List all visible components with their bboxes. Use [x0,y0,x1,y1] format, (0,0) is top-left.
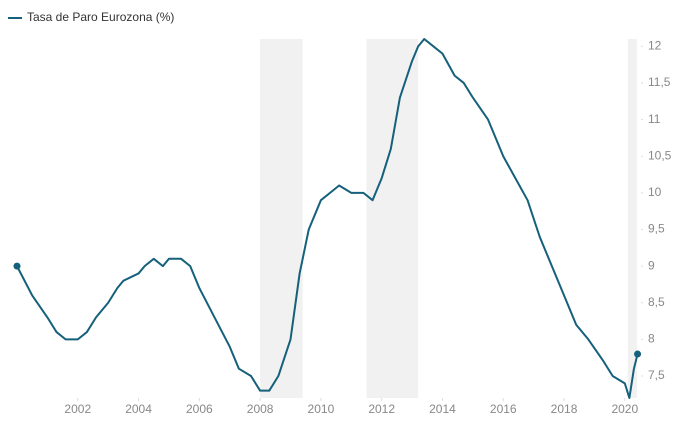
y-tick-label: 11,5 [648,75,671,89]
y-tick-label: 9 [648,258,655,272]
y-tick-label: 12 [648,38,662,52]
x-tick-label: 2016 [490,402,517,416]
recession-band [366,39,419,398]
x-tick-label: 2002 [64,402,91,416]
line [16,38,639,399]
y-tick-label: 10,5 [648,148,672,162]
y-tick-label: 10 [648,185,662,199]
x-tick-label: 2004 [125,402,152,416]
y-tick-label: 9,5 [648,222,665,236]
x-tick-label: 2018 [551,402,578,416]
y-tick-label: 8 [648,332,655,346]
y-tick-label: 11 [648,112,661,126]
x-tick-label: 2006 [186,402,213,416]
y-tick-label: 7,5 [648,368,665,382]
legend-label: Tasa de Paro Eurozona (%) [27,10,174,24]
end-marker [634,350,642,358]
recession-band [627,39,637,398]
recession-band [260,39,303,398]
x-tick-label: 2020 [611,402,638,416]
x-tick-label: 2008 [247,402,274,416]
x-tick-label: 2012 [368,402,395,416]
x-tick-label: 2014 [429,402,456,416]
end-marker [13,262,21,270]
x-tick-label: 2010 [308,402,335,416]
y-tick-label: 8,5 [648,295,665,309]
